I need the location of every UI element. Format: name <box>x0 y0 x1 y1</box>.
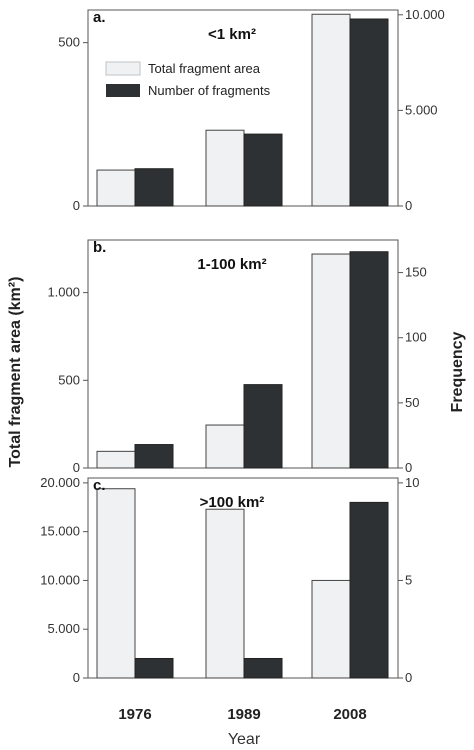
panel-3: 0 5.000 10.000 15.000 20.000 0 5 10 c. >100 km² <box>40 475 419 685</box>
y-tick-label-right: 100 <box>405 330 427 345</box>
bar-count-1989 <box>243 133 283 207</box>
x-tick-label-1976: 1976 <box>118 706 151 723</box>
y-tick-label-right: 10.000 <box>405 7 445 22</box>
y-tick-label-right: 50 <box>405 395 419 410</box>
panel-2: 0 500 1.000 0 50 100 150 b. 1-100 km² <box>47 239 426 475</box>
y-tick-label-right: 0 <box>405 198 412 213</box>
y-tick-label-left: 500 <box>58 372 80 387</box>
y-tick-label-right: 0 <box>405 670 412 685</box>
panel-title: 1-100 km² <box>197 256 266 273</box>
panel-1: 0 500 0 5.000 10.000 a. <1 km² <box>58 7 444 213</box>
bar-area-1976 <box>96 488 136 679</box>
legend-label-count: Number of fragments <box>148 83 271 98</box>
bar-count-1989 <box>243 384 283 469</box>
bar-count-2008 <box>349 251 389 469</box>
bar-area-1976 <box>96 169 136 207</box>
panel-letter: a. <box>93 9 106 26</box>
y-tick-label-left: 500 <box>58 35 80 50</box>
panel-title: >100 km² <box>200 494 265 511</box>
x-tick-label-1989: 1989 <box>227 706 260 723</box>
legend-label-area: Total fragment area <box>148 61 261 76</box>
y-tick-label-right: 10 <box>405 475 419 490</box>
bar-area-1989 <box>205 424 245 469</box>
y-tick-label-left: 10.000 <box>40 572 80 587</box>
y-tick-label-right: 5.000 <box>405 102 438 117</box>
y-tick-label-left: 0 <box>73 670 80 685</box>
bar-count-2008 <box>349 501 389 679</box>
bar-area-1989 <box>205 508 245 679</box>
x-tick-labels: 1976 1989 2008 <box>118 706 366 723</box>
y-tick-label-left: 15.000 <box>40 524 80 539</box>
bar-count-1976 <box>134 444 174 469</box>
bar-area-2008 <box>311 253 351 469</box>
x-tick-label-2008: 2008 <box>333 706 366 723</box>
y-tick-label-right: 150 <box>405 265 427 280</box>
x-axis-label: Year <box>228 731 261 748</box>
y-tick-label-left: 5.000 <box>47 621 80 636</box>
legend-swatch-area <box>105 61 141 76</box>
bar-count-1989 <box>243 657 283 679</box>
y-tick-label-right: 0 <box>405 460 412 475</box>
panel-letter: c. <box>93 477 106 494</box>
bar-area-2008 <box>311 13 351 207</box>
bar-area-2008 <box>311 579 351 679</box>
bar-area-1976 <box>96 450 136 469</box>
y-tick-label-left: 1.000 <box>47 285 80 300</box>
panel-letter: b. <box>93 239 106 256</box>
y-tick-label-right: 5 <box>405 572 412 587</box>
y-axis-label-left: Total fragment area (km²) <box>7 277 24 468</box>
y-tick-label-left: 20.000 <box>40 475 80 490</box>
legend: Total fragment area Number of fragments <box>105 61 271 98</box>
bar-count-1976 <box>134 657 174 679</box>
y-axis-label-right: Frequency <box>449 331 466 412</box>
bar-area-1989 <box>205 129 245 207</box>
y-tick-label-left: 0 <box>73 198 80 213</box>
y-tick-label-left: 0 <box>73 460 80 475</box>
bar-count-1976 <box>134 168 174 207</box>
bar-count-2008 <box>349 18 389 207</box>
panel-title: <1 km² <box>208 26 256 43</box>
legend-swatch-count <box>106 84 140 97</box>
